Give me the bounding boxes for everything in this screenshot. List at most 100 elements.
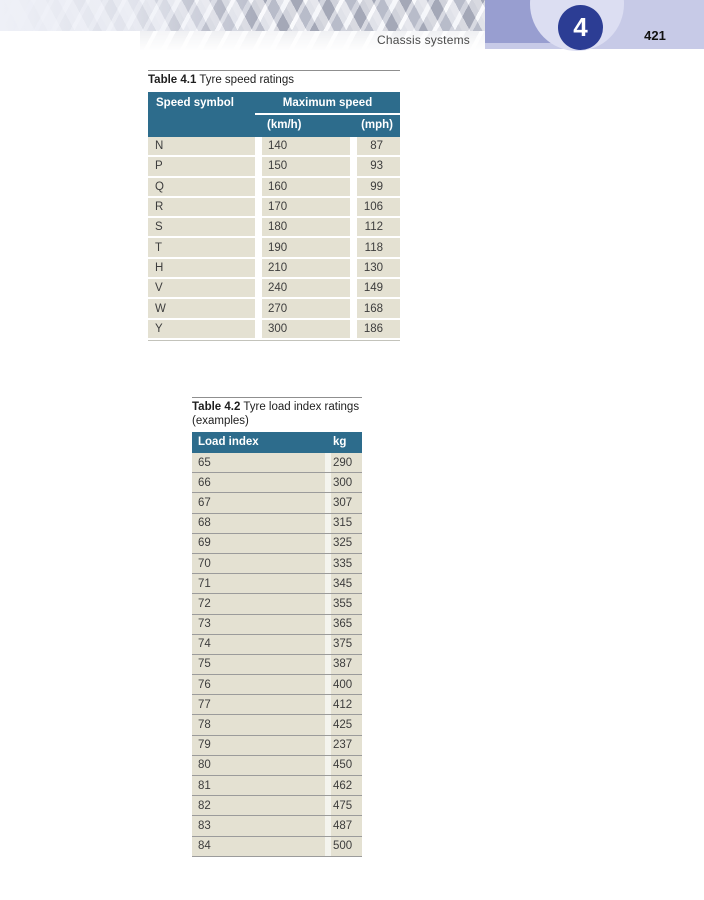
load-index-cell: 74 [192, 634, 325, 654]
column-gap [325, 513, 331, 533]
column-gap [350, 177, 357, 196]
table-row: Y 300 186 [148, 319, 400, 338]
column-header-speed-symbol: Speed symbol [156, 97, 234, 109]
table-row: S 180 112 [148, 218, 400, 237]
table-row: V 240 149 [148, 279, 400, 298]
column-gap [255, 299, 262, 318]
table-row: 81 462 [192, 776, 362, 797]
kmh-cell: 300 [262, 319, 350, 338]
column-gap [325, 493, 331, 513]
mph-cell: 149 [357, 279, 400, 298]
load-index-cell: 75 [192, 654, 325, 675]
kg-cell: 237 [331, 735, 362, 755]
speed-symbol-cell: H [148, 258, 255, 278]
table-row: H 210 130 [148, 258, 400, 278]
kg-cell: 387 [331, 654, 362, 675]
column-gap [255, 197, 262, 217]
kg-cell: 355 [331, 594, 362, 614]
table-row: 66 300 [192, 473, 362, 494]
load-index-cell: 72 [192, 594, 325, 614]
mph-cell: 93 [357, 157, 400, 176]
kg-cell: 450 [331, 755, 362, 775]
kg-cell: 315 [331, 513, 362, 533]
column-gap [325, 816, 331, 836]
table-4-1-header: Speed symbol Maximum speed (km/h) (mph) [148, 92, 400, 137]
load-index-cell: 73 [192, 614, 325, 634]
mph-cell: 186 [357, 319, 400, 338]
table-row: 73 365 [192, 614, 362, 635]
mph-cell: 112 [357, 218, 400, 237]
chapter-number: 4 [573, 12, 588, 42]
load-index-cell: 82 [192, 796, 325, 816]
column-gap [350, 238, 357, 257]
speed-symbol-cell: V [148, 279, 255, 298]
speed-symbol-cell: P [148, 157, 255, 176]
column-gap [325, 715, 331, 735]
table-row: 72 355 [192, 594, 362, 615]
mph-cell: 87 [357, 137, 400, 156]
speed-symbol-cell: Y [148, 319, 255, 338]
column-gap [350, 197, 357, 217]
column-gap [325, 614, 331, 634]
kg-cell: 307 [331, 493, 362, 513]
speed-symbol-cell: S [148, 218, 255, 237]
column-subheader-mph: (mph) [361, 119, 393, 131]
load-index-cell: 81 [192, 776, 325, 796]
kg-cell: 487 [331, 816, 362, 836]
column-gap [255, 258, 262, 278]
load-index-cell: 70 [192, 553, 325, 574]
table-row: 76 400 [192, 675, 362, 696]
kmh-cell: 160 [262, 177, 350, 196]
kg-cell: 475 [331, 796, 362, 816]
column-gap [325, 594, 331, 614]
column-header-load-index: Load index [198, 436, 259, 448]
column-gap [255, 238, 262, 257]
column-gap [325, 473, 331, 493]
kmh-cell: 140 [262, 137, 350, 156]
load-index-cell: 69 [192, 533, 325, 553]
table-row: R 170 106 [148, 197, 400, 217]
table-row: 74 375 [192, 634, 362, 655]
table-row: 67 307 [192, 493, 362, 514]
column-gap [350, 319, 357, 338]
kg-cell: 462 [331, 776, 362, 796]
page-number: 421 [644, 28, 666, 43]
table-4-1: Table 4.1 Tyre speed ratings Speed symbo… [148, 70, 400, 341]
speed-symbol-cell: Q [148, 177, 255, 196]
table-row: N 140 87 [148, 137, 400, 156]
column-gap [350, 157, 357, 176]
mph-cell: 118 [357, 238, 400, 257]
chapter-number-badge: 4 [558, 5, 603, 50]
column-gap [325, 735, 331, 755]
table-row: 79 237 [192, 735, 362, 756]
speed-symbol-cell: W [148, 299, 255, 318]
column-gap [325, 755, 331, 775]
kg-cell: 325 [331, 533, 362, 553]
mph-cell: 130 [357, 258, 400, 278]
load-index-cell: 83 [192, 816, 325, 836]
table-row: 82 475 [192, 796, 362, 817]
load-index-cell: 68 [192, 513, 325, 533]
table-row: 75 387 [192, 654, 362, 676]
column-gap [325, 574, 331, 594]
table-row: 69 325 [192, 533, 362, 554]
kmh-cell: 240 [262, 279, 350, 298]
load-index-cell: 77 [192, 695, 325, 715]
table-row: 65 290 [192, 453, 362, 474]
page-header: 4 Chassis systems 421 [0, 0, 704, 52]
column-header-kg: kg [333, 436, 347, 448]
load-index-cell: 78 [192, 715, 325, 735]
header-divider-rule [255, 113, 400, 115]
mph-cell: 106 [357, 197, 400, 217]
kmh-cell: 150 [262, 157, 350, 176]
column-gap [255, 177, 262, 196]
column-gap [350, 258, 357, 278]
column-gap [255, 279, 262, 298]
kg-cell: 375 [331, 634, 362, 654]
load-index-cell: 66 [192, 473, 325, 493]
table-row: 70 335 [192, 553, 362, 575]
mph-cell: 168 [357, 299, 400, 318]
column-gap [255, 218, 262, 237]
table-4-2-header: Load index kg [192, 432, 362, 453]
column-gap [255, 157, 262, 176]
